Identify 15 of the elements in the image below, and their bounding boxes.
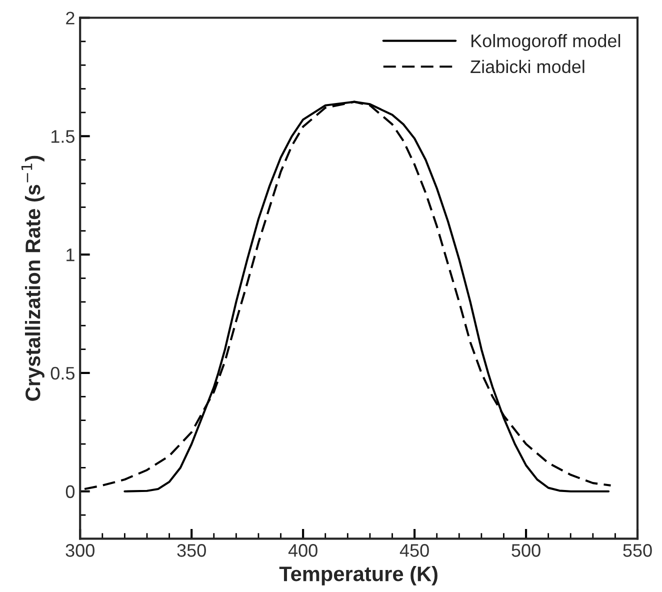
x-tick-label: 350 bbox=[177, 544, 206, 557]
y-tick-label: 1 bbox=[66, 248, 74, 262]
x-axis-title: Temperature (K) bbox=[279, 566, 438, 586]
y-tick-label: 0.5 bbox=[50, 366, 74, 380]
y-axis-title: Crystallization Rate (s$^{−1}$) bbox=[21, 156, 44, 401]
y-tick-label: 1.5 bbox=[52, 130, 74, 143]
x-tick-label: 500 bbox=[512, 544, 540, 557]
x-tick-label: 450 bbox=[400, 544, 429, 557]
x-tick-label: 300 bbox=[66, 544, 94, 557]
y-tick-label: 0 bbox=[66, 485, 75, 498]
legend-label: Kolmogoroff model bbox=[472, 34, 620, 51]
x-tick-label: 550 bbox=[623, 544, 652, 557]
legend-label: Ziabicki model bbox=[470, 60, 584, 74]
x-tick-label: 400 bbox=[288, 544, 318, 557]
y-tick-label: 2 bbox=[66, 12, 74, 24]
